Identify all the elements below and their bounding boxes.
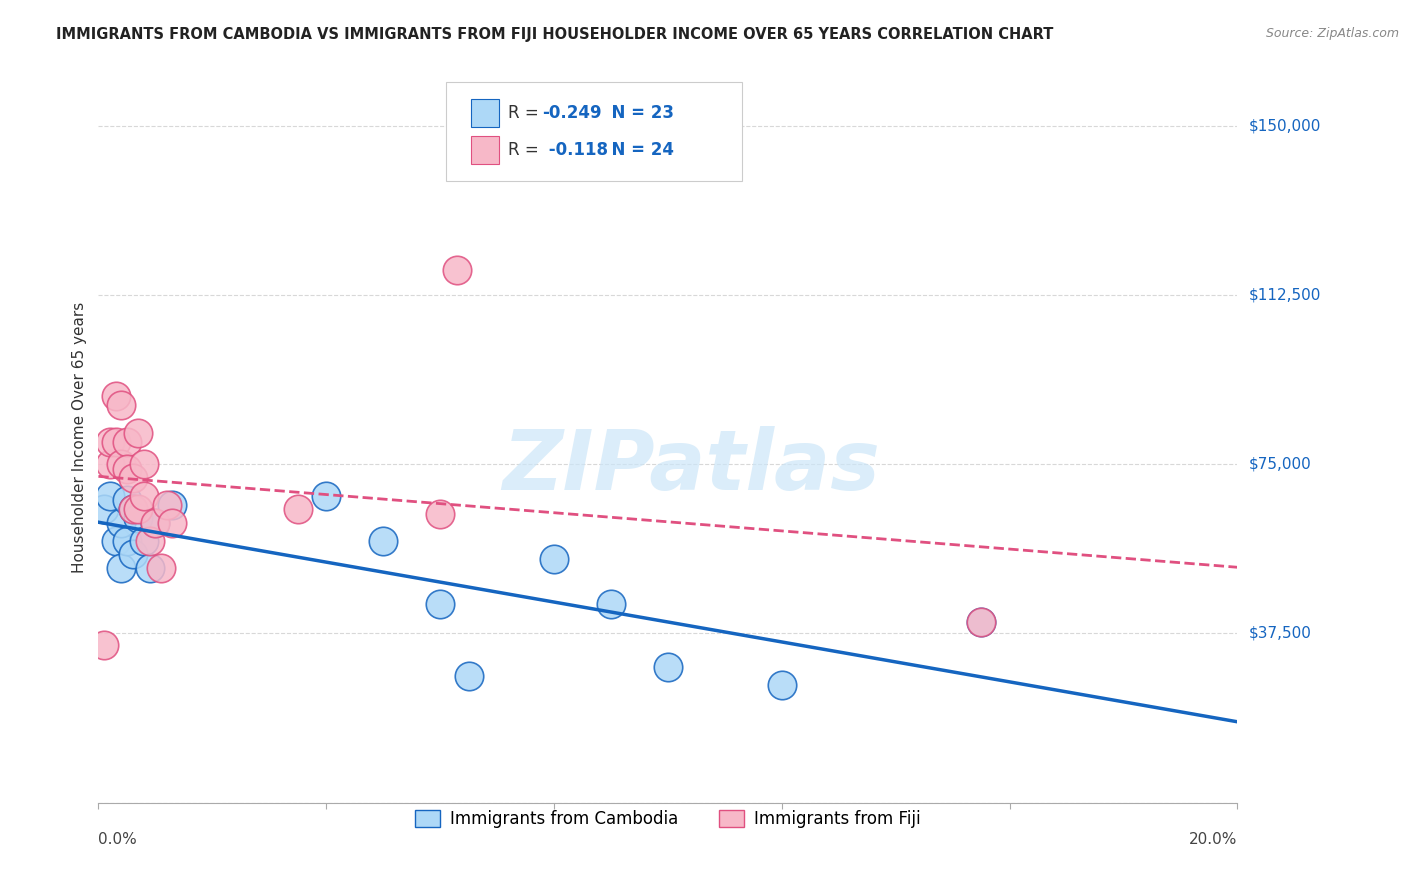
FancyBboxPatch shape: [446, 82, 742, 181]
Point: [145, 516, 167, 530]
Point: [156, 498, 179, 512]
Point: [127, 511, 149, 525]
Text: Source: ZipAtlas.com: Source: ZipAtlas.com: [1265, 27, 1399, 40]
Text: -0.249: -0.249: [543, 104, 602, 122]
Y-axis label: Householder Income Over 65 years: Householder Income Over 65 years: [72, 301, 87, 573]
Point: [121, 548, 143, 562]
FancyBboxPatch shape: [471, 99, 499, 127]
Point: [315, 489, 337, 503]
Point: [132, 489, 155, 503]
Point: [98, 434, 121, 449]
Text: N = 24: N = 24: [599, 141, 673, 159]
Point: [150, 561, 173, 575]
Text: -0.118: -0.118: [543, 141, 607, 159]
Point: [457, 669, 479, 683]
Point: [429, 507, 451, 521]
Point: [115, 533, 138, 548]
Point: [110, 457, 132, 471]
Point: [98, 489, 121, 503]
Point: [115, 461, 138, 475]
Point: [970, 615, 993, 630]
Point: [127, 425, 149, 440]
Point: [138, 561, 160, 575]
Point: [115, 434, 138, 449]
Point: [110, 516, 132, 530]
Point: [127, 502, 149, 516]
Text: $150,000: $150,000: [1249, 118, 1320, 133]
Point: [138, 533, 160, 548]
Point: [104, 533, 127, 548]
Point: [93, 638, 115, 652]
Text: $75,000: $75,000: [1249, 457, 1312, 472]
Point: [121, 502, 143, 516]
Point: [110, 561, 132, 575]
Point: [115, 493, 138, 508]
Point: [121, 502, 143, 516]
Point: [104, 389, 127, 403]
Point: [600, 597, 623, 611]
Point: [970, 615, 993, 630]
Text: R =: R =: [509, 141, 544, 159]
Point: [132, 533, 155, 548]
Point: [121, 471, 143, 485]
Point: [657, 660, 679, 674]
Point: [104, 434, 127, 449]
Point: [287, 502, 309, 516]
Text: 20.0%: 20.0%: [1189, 832, 1237, 847]
Text: R =: R =: [509, 104, 544, 122]
Text: ZIPatlas: ZIPatlas: [502, 425, 880, 507]
Text: $112,500: $112,500: [1249, 287, 1320, 302]
Point: [770, 678, 793, 692]
Point: [145, 516, 167, 530]
Point: [543, 552, 565, 566]
Point: [162, 498, 184, 512]
Text: N = 23: N = 23: [599, 104, 673, 122]
Point: [373, 533, 395, 548]
Point: [429, 597, 451, 611]
FancyBboxPatch shape: [471, 136, 499, 163]
Point: [110, 399, 132, 413]
Point: [446, 263, 468, 277]
Point: [93, 502, 115, 516]
Point: [162, 516, 184, 530]
Point: [98, 457, 121, 471]
Point: [132, 457, 155, 471]
Text: IMMIGRANTS FROM CAMBODIA VS IMMIGRANTS FROM FIJI HOUSEHOLDER INCOME OVER 65 YEAR: IMMIGRANTS FROM CAMBODIA VS IMMIGRANTS F…: [56, 27, 1053, 42]
Text: $37,500: $37,500: [1249, 626, 1312, 641]
Legend: Immigrants from Cambodia, Immigrants from Fiji: Immigrants from Cambodia, Immigrants fro…: [408, 803, 928, 835]
Text: 0.0%: 0.0%: [98, 832, 138, 847]
